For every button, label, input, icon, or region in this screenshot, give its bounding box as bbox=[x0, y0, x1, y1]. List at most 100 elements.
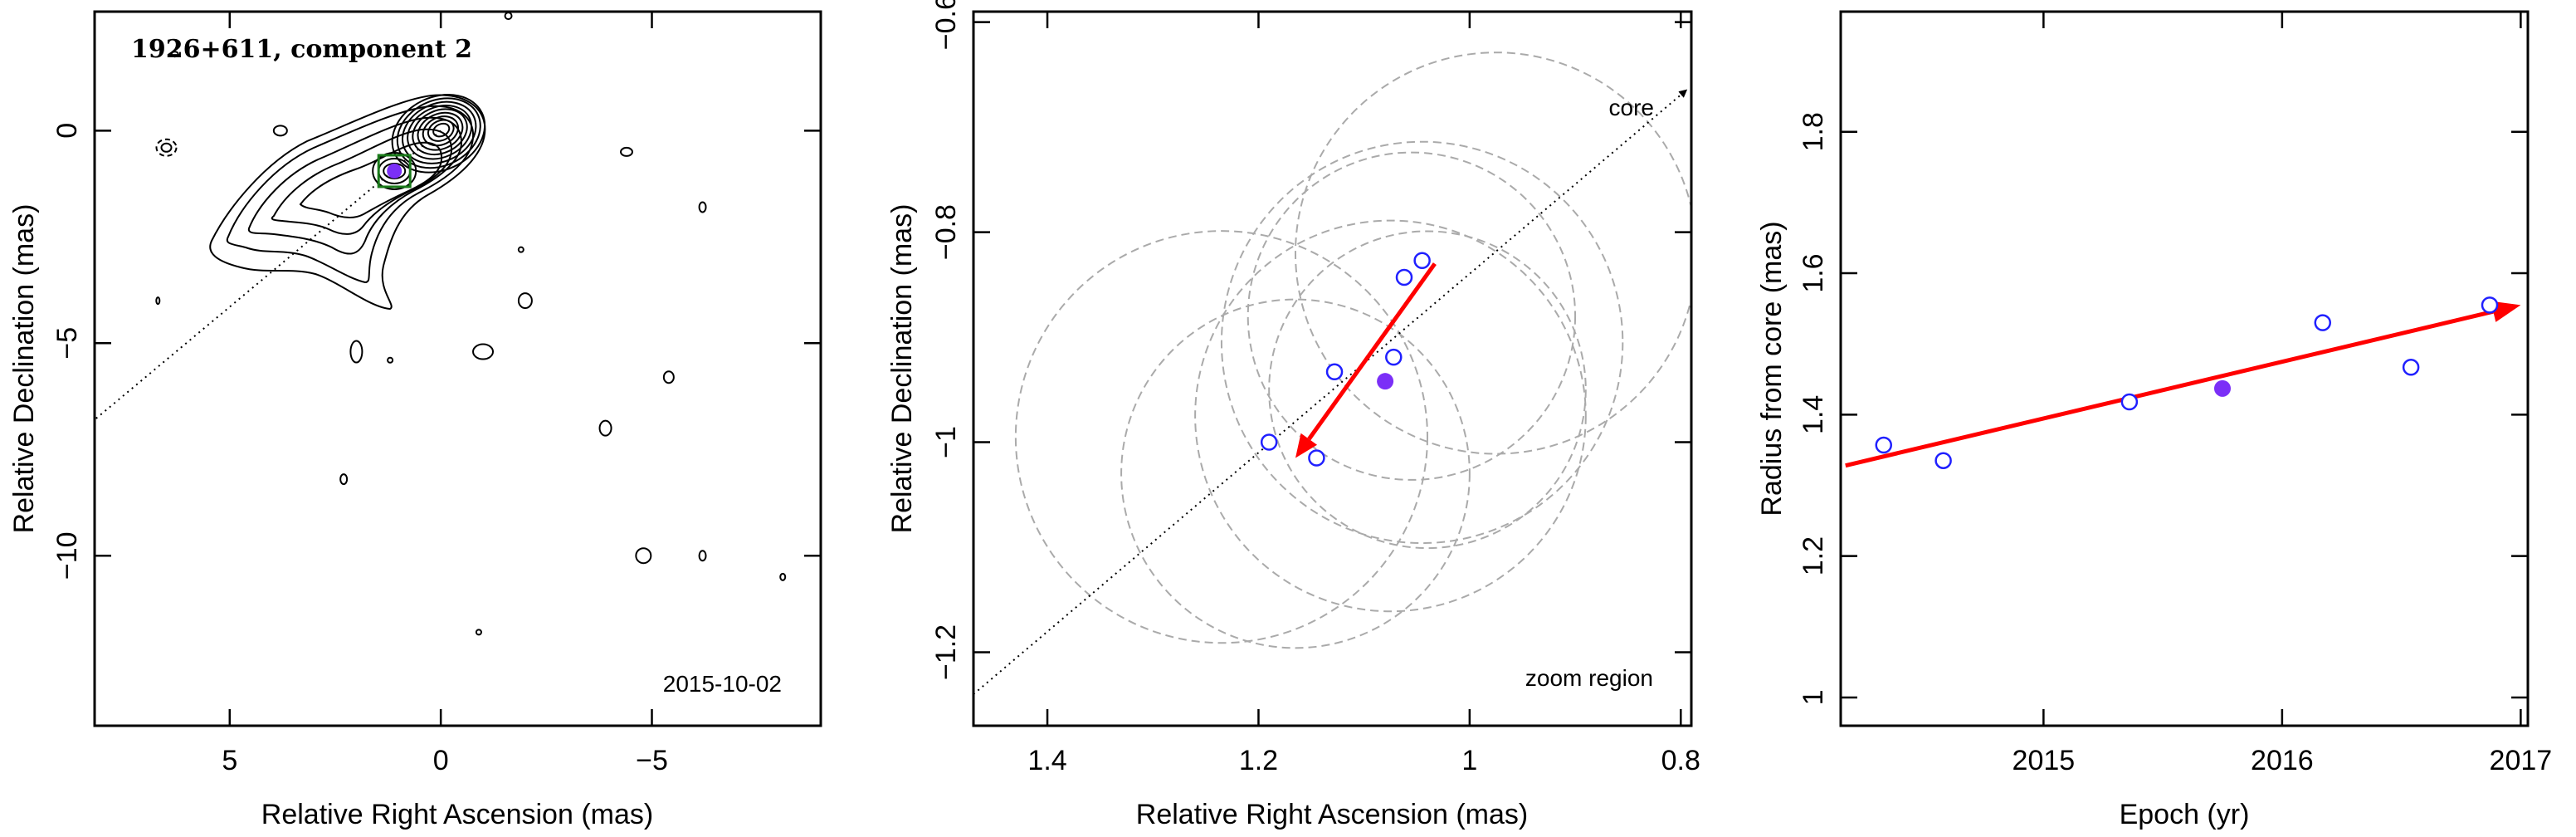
component-marker bbox=[387, 163, 402, 179]
contour-jet-2 bbox=[226, 105, 475, 284]
zoom-region-box bbox=[377, 154, 412, 188]
contour-noise-9 bbox=[517, 246, 524, 253]
contour-noise-10 bbox=[349, 340, 363, 364]
epoch-point bbox=[1260, 433, 1278, 451]
panel-2-x-axis-label: Relative Right Ascension (mas) bbox=[1136, 799, 1528, 830]
contour-core-2 bbox=[396, 97, 481, 169]
panel-2-y-tick-label: 1 bbox=[1798, 689, 1829, 705]
trend-arrow-shaft bbox=[1845, 309, 2494, 468]
epoch-point bbox=[1395, 268, 1413, 286]
panel-1-y-tick-label: −0.8 bbox=[930, 204, 962, 260]
core-direction-line bbox=[973, 89, 1688, 695]
panel-3-frame bbox=[1839, 10, 2530, 727]
contour-core-5 bbox=[412, 108, 468, 156]
contour-core-7 bbox=[422, 115, 459, 147]
contour-core-1 bbox=[391, 94, 486, 174]
panel-1-date-label: 2015-10-02 bbox=[663, 671, 782, 697]
panel-0-x-tick-label: 0 bbox=[433, 745, 449, 776]
contour-core-6 bbox=[417, 111, 464, 151]
contour-noise-18 bbox=[155, 296, 161, 306]
panel-1-y-tick-label: −0.6 bbox=[930, 0, 962, 50]
panel-1-x-axis-label: Relative Right Ascension (mas) bbox=[261, 799, 653, 830]
panel-0-y-tick-label: −5 bbox=[51, 327, 83, 360]
trend-arrow-head bbox=[2491, 301, 2521, 322]
contour-core-8 bbox=[427, 119, 455, 142]
epoch-point bbox=[1413, 252, 1431, 269]
contour-core-9 bbox=[432, 122, 451, 138]
panel-1-plot-area bbox=[95, 12, 787, 636]
error-circle-1 bbox=[1295, 51, 1691, 455]
contour-noise-5 bbox=[619, 146, 633, 157]
panel-0-x-tick-label: −5 bbox=[636, 745, 668, 776]
contour-noise-15 bbox=[779, 572, 787, 581]
error-circle-7 bbox=[1014, 230, 1428, 644]
panel-2-y-axis-label: Relative Declination (mas) bbox=[886, 204, 918, 534]
epoch-point bbox=[2481, 296, 2499, 314]
panel-1: 5 0 −5 0 −5 −10 1926+611, component 2 2015-10… bbox=[8, 10, 822, 830]
panel-2-ticks: 1.4 1.2 1 0.8 −0.6 −0.8 −1 −1.2 bbox=[930, 0, 1700, 776]
panel-2-x-tick-label: 2015 bbox=[2013, 745, 2076, 776]
panel-3-plot-area bbox=[1845, 296, 2521, 469]
panel-3-x-axis-label: Epoch (yr) bbox=[2120, 799, 2250, 830]
contour-noise-11 bbox=[662, 370, 675, 384]
panel-2: 1.4 1.2 1 0.8 −0.6 −0.8 −1 −1.2 core zoom regio… bbox=[886, 0, 1700, 830]
panel-2-frame bbox=[972, 10, 1693, 727]
panel-0-y-tick-label: 0 bbox=[51, 123, 83, 139]
panel-2-x-tick-label: 2016 bbox=[2251, 745, 2314, 776]
epoch-point bbox=[2120, 393, 2139, 411]
contour-noise-19 bbox=[387, 356, 394, 364]
panel-2-x-tick-label: 2017 bbox=[2490, 745, 2553, 776]
contour-core-4 bbox=[407, 105, 473, 160]
epoch-point bbox=[1385, 348, 1403, 366]
panel-2-y-tick-label: 1.6 bbox=[1798, 253, 1829, 292]
contour-noise-8 bbox=[472, 343, 495, 360]
highlighted-epoch-point bbox=[2214, 379, 2231, 397]
panel-3: 2015 2016 2017 1 1.2 1.4 1.6 1.8 Epoch (yr) Rad… bbox=[1756, 10, 2552, 830]
error-circle-5 bbox=[1247, 151, 1577, 481]
epoch-point bbox=[1325, 363, 1344, 381]
panel-2-core-label: core bbox=[1609, 95, 1654, 120]
motion-arrow-shaft bbox=[1307, 262, 1437, 441]
panel-0-x-tick-label: 5 bbox=[222, 745, 237, 776]
contour-noise-6 bbox=[698, 201, 707, 213]
epoch-point bbox=[1875, 436, 1892, 454]
error-circle-6 bbox=[1268, 230, 1587, 550]
panel-1-y-axis-label: Relative Declination (mas) bbox=[8, 204, 40, 534]
panel-2-y-tick-label: 1.8 bbox=[1798, 112, 1829, 151]
contour-noise-17 bbox=[698, 550, 707, 562]
contour-noise-16 bbox=[475, 629, 482, 636]
panel-1-title: 1926+611, component 2 bbox=[131, 35, 472, 64]
epoch-point bbox=[2314, 314, 2331, 331]
panel-2-zoom-label: zoom region bbox=[1525, 665, 1653, 691]
epoch-point bbox=[2402, 359, 2420, 376]
contour-noise-14 bbox=[635, 547, 652, 565]
panel-1-ticks: 5 0 −5 0 −5 −10 bbox=[51, 12, 821, 776]
error-circle-4 bbox=[1120, 298, 1471, 649]
contour-noise-3 bbox=[170, 51, 179, 58]
panel-1-y-tick-label: −1 bbox=[930, 426, 962, 458]
contour-component-1 bbox=[372, 151, 417, 190]
contour-jet-5 bbox=[299, 141, 443, 219]
contour-jet-1 bbox=[209, 94, 486, 311]
panel-1-contours bbox=[95, 12, 787, 636]
panel-1-x-tick-label: 0.8 bbox=[1661, 745, 1700, 776]
panel-1-x-tick-label: 1.4 bbox=[1027, 745, 1066, 776]
panel-1-frame bbox=[93, 10, 822, 727]
epoch-point bbox=[1308, 449, 1325, 467]
contour-noise-1 bbox=[155, 138, 178, 157]
panel-1-x-tick-label: 1.2 bbox=[1239, 745, 1278, 776]
panel-2-y-tick-label: 1.4 bbox=[1798, 395, 1829, 434]
contour-noise-inner bbox=[160, 142, 173, 153]
contour-core-3 bbox=[401, 100, 477, 164]
panel-3-ticks: 2015 2016 2017 1 1.2 1.4 1.6 1.8 bbox=[1798, 12, 2552, 776]
contour-noise-7 bbox=[517, 292, 533, 310]
contour-jet-4 bbox=[271, 128, 453, 235]
error-circle-3 bbox=[1194, 219, 1587, 613]
motion-arrow-head bbox=[1295, 433, 1318, 458]
highlighted-epoch-point bbox=[1377, 373, 1394, 390]
panel-2-y-tick-label: 1.2 bbox=[1798, 536, 1829, 575]
panel-0-y-tick-label: −10 bbox=[51, 531, 83, 580]
panel-3-y-axis-label: Radius from core (mas) bbox=[1756, 221, 1788, 516]
contour-noise-12 bbox=[598, 419, 612, 437]
